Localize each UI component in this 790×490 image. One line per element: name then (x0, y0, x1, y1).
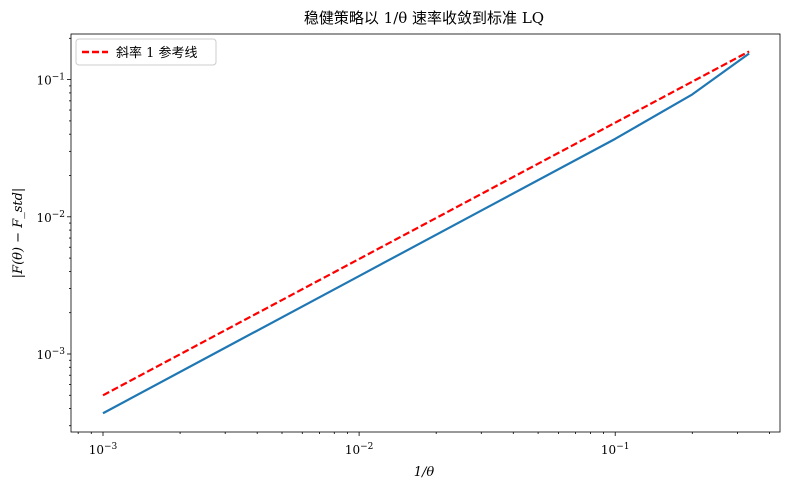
y-tick-label-0: 10−3 (36, 347, 65, 362)
x-axis-label: 1/θ (414, 465, 435, 480)
x-axis-ticks: 10−3 10−2 10−1 (77, 432, 770, 457)
legend: 斜率 1 参考线 (75, 38, 217, 66)
y-axis-label: |F(θ) − F_std| (11, 188, 26, 279)
y-tick-label-1: 10−2 (36, 210, 65, 225)
series-layer (102, 50, 750, 415)
y-axis-ticks: 10−3 10−2 10−1 (36, 37, 71, 427)
x-tick-label-1: 10−2 (345, 442, 374, 457)
plot-area (70, 33, 781, 433)
legend-label-reference-line: 斜率 1 参考线 (116, 45, 198, 61)
x-tick-label-0: 10−3 (89, 442, 118, 457)
series-line-0 (102, 52, 750, 415)
x-tick-label-2: 10−1 (601, 442, 630, 457)
chart-title: 稳健策略以 1/θ 速率收敛到标准 LQ (304, 9, 544, 27)
series-line-1 (102, 50, 750, 397)
legend-box (75, 38, 217, 66)
y-tick-label-2: 10−1 (36, 73, 65, 88)
